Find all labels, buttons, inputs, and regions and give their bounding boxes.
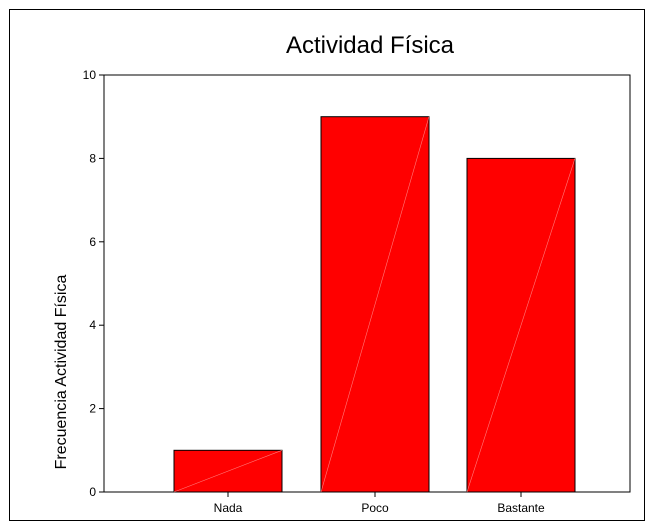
- bar-diagonal: [173, 450, 283, 493]
- y-tick-label: 8: [89, 151, 96, 165]
- y-tick-label: 2: [89, 402, 96, 416]
- chart-title: Actividad Física: [286, 32, 455, 59]
- plot-area: 0 2 4 6 8 10 Nada Poco Bastante: [83, 68, 631, 515]
- bar-diagonal: [466, 158, 576, 493]
- y-tick-label: 0: [89, 485, 96, 499]
- y-tick-label: 6: [89, 235, 96, 249]
- x-tick-label: Nada: [214, 501, 243, 515]
- bar-diagonal: [320, 116, 430, 493]
- x-tick-label: Bastante: [497, 501, 545, 515]
- y-axis-label: Frecuencia Actividad Física: [53, 275, 70, 470]
- y-tick-label: 4: [89, 318, 96, 332]
- y-tick-label: 10: [83, 68, 97, 82]
- x-tick-label: Poco: [361, 501, 389, 515]
